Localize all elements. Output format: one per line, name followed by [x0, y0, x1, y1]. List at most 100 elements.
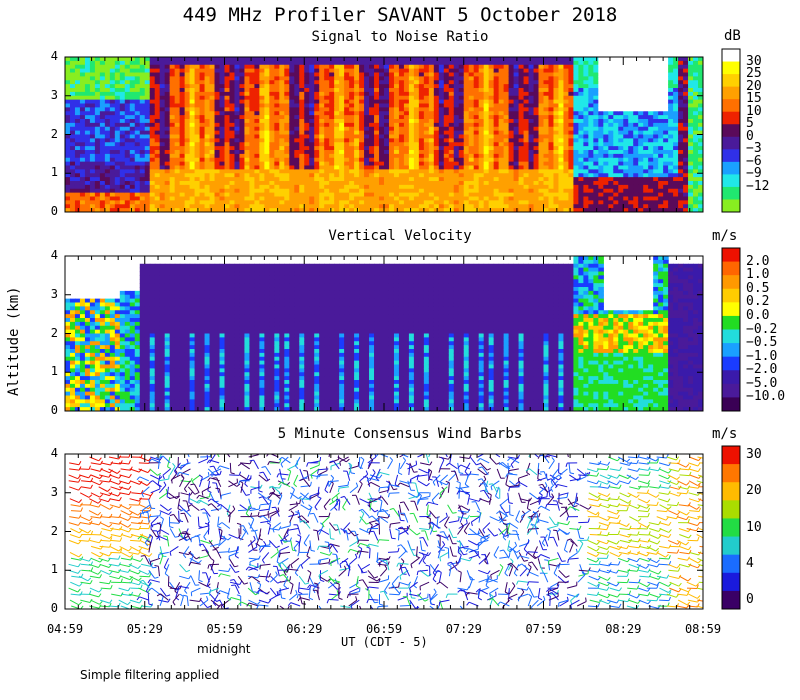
y-tick-label: 2 [50, 523, 58, 538]
colorbar-swatch [722, 315, 740, 330]
x-tick-label: 06:59 [365, 622, 403, 636]
x-axis-title: UT (CDT - 5) [341, 635, 428, 649]
wind-barbs [68, 454, 703, 609]
colorbar-label: 30 [746, 447, 762, 463]
colorbar-swatch [722, 275, 740, 290]
y-tick-label: 4 [50, 248, 58, 262]
colorbar-label: −12 [746, 178, 770, 194]
colorbar-swatch [722, 500, 740, 519]
colorbar-swatch [722, 482, 740, 501]
colorbar-swatch [722, 99, 740, 113]
colorbar-swatch [722, 302, 740, 317]
y-tick-label: 1 [50, 562, 58, 577]
panel-frames [64, 56, 704, 610]
snr-heatmap [65, 57, 703, 212]
colorbar-label: 0.2 [746, 294, 770, 310]
colorbar-label: −6 [746, 153, 762, 169]
colorbar-label: 2.0 [746, 253, 770, 269]
colorbar-label: 20 [746, 78, 762, 94]
y-tick-label: 4 [50, 49, 58, 63]
colorbar-swatch [722, 261, 740, 276]
colorbar-swatch [722, 199, 740, 213]
colorbar-label: 25 [746, 66, 762, 82]
colorbar-swatch [722, 383, 740, 398]
snr-panel-title: Signal to Noise Ratio [311, 29, 489, 45]
colorbar-swatch [722, 370, 740, 385]
colorbar-label: 0.0 [746, 307, 770, 323]
colorbar-swatch [722, 572, 740, 592]
x-tick-label: 05:59 [206, 622, 243, 636]
colorbar-swatch [722, 111, 740, 125]
colorbar-swatch [722, 446, 740, 465]
colorbar-label: 10 [746, 103, 762, 119]
x-tick-label: 06:29 [286, 622, 323, 636]
velocity-heatmap [65, 256, 703, 411]
colorbar-label: −2.0 [746, 362, 778, 378]
x-tick-label: 08:29 [605, 622, 642, 636]
snr-unit-label: dB [724, 28, 741, 44]
colorbar-swatch [722, 518, 740, 538]
footnote: Simple filtering applied [80, 668, 220, 682]
velocity-panel-title: Vertical Velocity [328, 228, 472, 244]
colorbar-swatch [722, 136, 740, 150]
colorbars [721, 48, 741, 610]
colorbar-swatch [722, 74, 740, 88]
colorbar-swatch [722, 288, 740, 303]
colorbar-label: 0 [746, 591, 754, 607]
y-tick-label: 2 [50, 126, 58, 141]
colorbar-label: −3 [746, 141, 762, 157]
colorbar-label: 1.0 [746, 267, 770, 283]
colorbar-label: −0.2 [746, 321, 778, 337]
colorbar-swatch [722, 61, 740, 75]
y-tick-label: 0 [50, 204, 58, 218]
x-tick-label: 04:59 [46, 622, 84, 636]
colorbar-label: −1.0 [746, 348, 778, 364]
colorbar-swatch [722, 248, 740, 263]
colorbar-swatch [722, 186, 740, 200]
x-tick-label: 08:59 [684, 622, 722, 636]
y-tick-label: 1 [50, 165, 58, 180]
colorbar-swatch [722, 464, 740, 483]
midnight-label: midnight [197, 642, 251, 656]
colorbar-swatch [722, 397, 740, 412]
x-tick-label: 07:59 [525, 622, 562, 636]
colorbar-label: 5 [746, 116, 754, 132]
main-title: 449 MHz Profiler SAVANT 5 October 2018 [182, 4, 618, 26]
colorbar-label: 30 [746, 53, 762, 69]
colorbar-label: 4 [746, 555, 754, 571]
x-tick-label: 05:29 [126, 622, 163, 636]
colorbar-label: 0.5 [746, 280, 770, 296]
y-tick-label: 2 [50, 325, 58, 340]
colorbar-label: −5.0 [746, 375, 778, 391]
colorbar-swatch [722, 49, 740, 63]
colorbar-label: 15 [746, 91, 762, 107]
colorbar-swatch [722, 343, 740, 358]
velocity-unit-label: m/s [712, 228, 738, 244]
y-tick-label: 4 [50, 446, 58, 460]
windbarb-panel-title: 5 Minute Consensus Wind Barbs [277, 426, 523, 442]
colorbar-label: 10 [746, 519, 762, 535]
colorbar-swatch [722, 161, 740, 175]
colorbar-label: −0.5 [746, 335, 778, 351]
y-tick-label: 0 [50, 601, 58, 615]
colorbar-label: 20 [746, 483, 762, 499]
y-tick-label: 0 [50, 403, 58, 417]
colorbar-swatch [722, 149, 740, 163]
colorbar-label: −10.0 [746, 389, 786, 405]
colorbar-swatch [722, 356, 740, 371]
colorbar-label: −9 [746, 166, 762, 182]
y-tick-label: 1 [50, 364, 58, 379]
windbarb-unit-label: m/s [712, 426, 738, 442]
colorbar-swatch [722, 590, 740, 610]
colorbar-swatch [722, 174, 740, 188]
colorbar-label: 0 [746, 128, 754, 144]
colorbar-swatch [722, 124, 740, 138]
colorbar-swatch [722, 329, 740, 344]
colorbar-swatch [722, 554, 740, 574]
x-tick-label: 07:29 [445, 622, 482, 636]
y-tick-label: 3 [50, 484, 58, 499]
y-tick-label: 3 [50, 286, 58, 301]
y-tick-label: 3 [50, 87, 58, 102]
colorbar-swatch [722, 86, 740, 100]
